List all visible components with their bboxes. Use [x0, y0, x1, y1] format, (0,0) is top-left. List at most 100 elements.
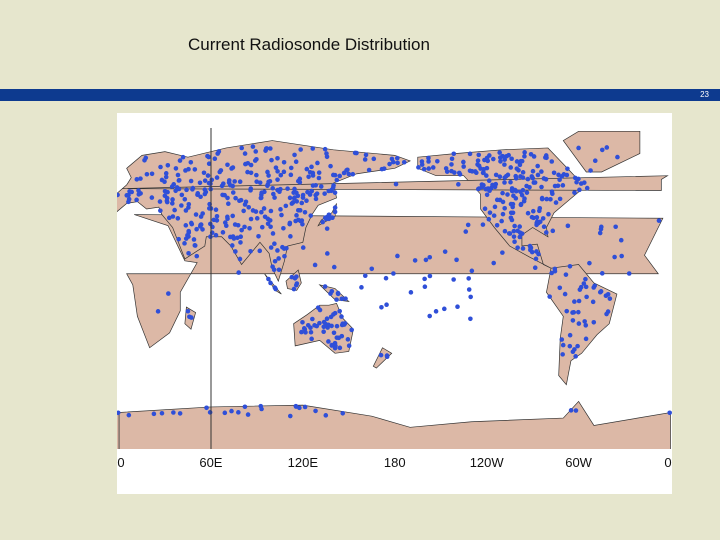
- station-dot: [502, 175, 508, 180]
- station-dot: [656, 218, 662, 223]
- station-dot: [493, 172, 499, 178]
- station-dot: [226, 178, 232, 183]
- station-dot: [265, 183, 270, 189]
- station-dot: [242, 151, 248, 156]
- station-dot: [283, 203, 289, 209]
- station-dot: [333, 343, 338, 349]
- station-dot: [271, 191, 276, 197]
- station-dot: [248, 186, 254, 191]
- station-dot: [577, 287, 583, 292]
- station-dot: [329, 288, 335, 294]
- station-dot: [276, 256, 281, 261]
- station-dot: [149, 195, 155, 200]
- station-dot: [247, 226, 252, 231]
- station-dot: [186, 234, 191, 239]
- station-dot: [126, 192, 131, 198]
- station-dot: [291, 195, 297, 201]
- station-dot: [615, 154, 620, 160]
- station-dot: [254, 216, 260, 221]
- station-dot: [202, 191, 208, 197]
- station-dot: [217, 169, 223, 175]
- station-dot: [541, 224, 547, 229]
- station-dot: [268, 146, 273, 151]
- station-dot: [507, 231, 513, 236]
- station-dot: [297, 180, 303, 185]
- station-dot: [272, 258, 278, 264]
- station-dot: [302, 210, 308, 215]
- station-dot: [316, 170, 322, 175]
- station-dot: [270, 231, 276, 236]
- station-dot: [383, 275, 389, 281]
- station-dot: [261, 206, 267, 211]
- station-dot: [162, 179, 167, 185]
- station-dot: [604, 145, 610, 150]
- station-dot: [339, 314, 344, 319]
- station-dot: [163, 174, 169, 180]
- station-dot: [248, 162, 254, 168]
- station-dot: [169, 184, 175, 189]
- station-dot: [618, 237, 624, 243]
- station-dot: [324, 226, 330, 231]
- station-dot: [308, 213, 314, 218]
- station-dot: [520, 187, 526, 193]
- station-dot: [395, 160, 400, 166]
- station-dot: [565, 166, 570, 172]
- station-dot: [298, 147, 303, 152]
- station-dot: [570, 349, 576, 355]
- station-dot: [582, 319, 587, 324]
- station-dot: [250, 208, 256, 213]
- station-dot: [278, 186, 283, 192]
- station-dot: [197, 180, 203, 186]
- station-dot: [246, 204, 252, 210]
- station-dot: [326, 216, 332, 222]
- station-dot: [391, 271, 396, 276]
- station-dot: [194, 226, 199, 232]
- station-dot: [583, 336, 589, 342]
- station-dot: [484, 186, 490, 192]
- station-dot: [259, 209, 264, 215]
- station-dot: [476, 152, 482, 158]
- station-dot: [484, 155, 490, 161]
- station-dot: [310, 316, 315, 322]
- station-dot: [520, 246, 526, 251]
- station-dot: [239, 145, 245, 151]
- station-dot: [266, 276, 271, 282]
- station-dot: [468, 316, 473, 322]
- station-dot: [188, 220, 194, 226]
- station-dot: [294, 274, 299, 279]
- station-dot: [337, 173, 343, 179]
- station-dot: [500, 199, 506, 205]
- station-dot: [469, 268, 475, 274]
- station-dot: [544, 155, 549, 161]
- station-dot: [300, 319, 305, 325]
- station-dot: [530, 208, 536, 214]
- station-dot: [499, 218, 504, 224]
- station-dot: [205, 153, 210, 159]
- station-dot: [200, 227, 205, 232]
- station-dot: [233, 195, 238, 201]
- station-dot: [509, 188, 515, 194]
- station-dot: [170, 201, 175, 206]
- station-dot: [239, 227, 244, 233]
- station-dot: [281, 225, 286, 231]
- station-dot: [136, 188, 141, 193]
- station-dot: [329, 343, 335, 348]
- station-dot: [322, 146, 328, 152]
- station-dot: [163, 171, 169, 176]
- landmass: [372, 347, 393, 369]
- station-dot: [394, 155, 400, 161]
- station-dot: [326, 339, 331, 344]
- station-dot: [216, 149, 222, 154]
- station-dot: [245, 412, 251, 417]
- station-dot: [259, 406, 264, 412]
- station-dot: [362, 273, 368, 279]
- station-dot: [379, 166, 385, 172]
- station-dot: [222, 410, 228, 416]
- station-dot: [455, 304, 460, 309]
- station-dot: [300, 245, 306, 250]
- station-dot: [590, 299, 596, 305]
- station-dot: [165, 163, 171, 168]
- station-dot: [567, 332, 573, 338]
- station-dot: [253, 149, 259, 154]
- station-dot: [186, 250, 191, 256]
